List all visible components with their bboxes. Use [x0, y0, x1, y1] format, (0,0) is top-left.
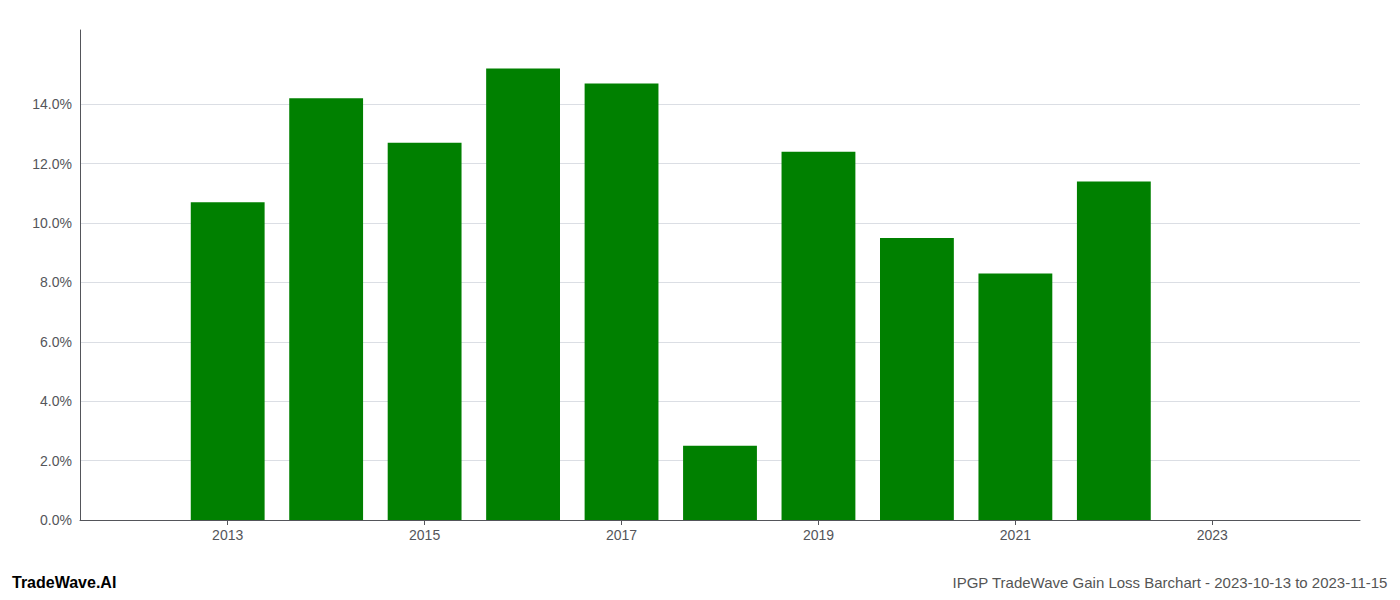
svg-text:2021: 2021 — [1000, 527, 1031, 543]
svg-text:4.0%: 4.0% — [40, 393, 72, 409]
svg-text:2019: 2019 — [803, 527, 834, 543]
svg-text:2.0%: 2.0% — [40, 453, 72, 469]
svg-text:6.0%: 6.0% — [40, 334, 72, 350]
svg-text:2015: 2015 — [409, 527, 440, 543]
svg-text:0.0%: 0.0% — [40, 512, 72, 528]
svg-text:14.0%: 14.0% — [32, 96, 72, 112]
svg-text:TradeWave.AI: TradeWave.AI — [12, 574, 116, 591]
svg-text:2013: 2013 — [212, 527, 243, 543]
svg-text:8.0%: 8.0% — [40, 274, 72, 290]
svg-text:12.0%: 12.0% — [32, 156, 72, 172]
svg-text:10.0%: 10.0% — [32, 215, 72, 231]
svg-text:IPGP TradeWave Gain Loss Barch: IPGP TradeWave Gain Loss Barchart - 2023… — [952, 574, 1387, 591]
svg-text:2023: 2023 — [1197, 527, 1228, 543]
svg-text:2017: 2017 — [606, 527, 637, 543]
